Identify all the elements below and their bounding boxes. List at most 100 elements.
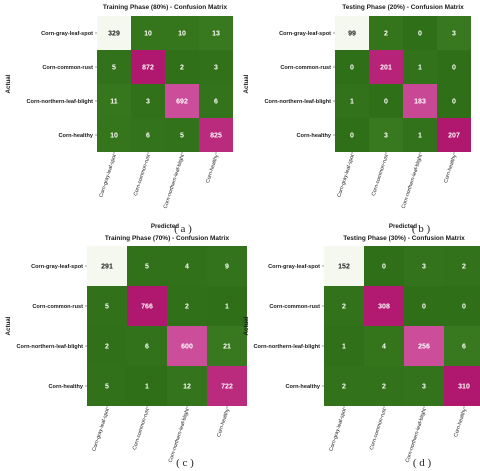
row-tick-label: Corn-healthy bbox=[49, 384, 84, 390]
row-tick-label: Corn-northern-leaf-blight bbox=[27, 99, 94, 105]
heatmap-cell bbox=[437, 118, 471, 152]
heatmap-cell bbox=[127, 366, 167, 406]
heatmap-cell bbox=[131, 50, 165, 84]
col-tick-label: Corn-northern-leaf-blight bbox=[168, 407, 191, 463]
heatmap-cell bbox=[437, 16, 471, 50]
cell-value-label: 201 bbox=[380, 65, 392, 72]
cell-value-label: 2 bbox=[180, 65, 184, 72]
heatmap-cell bbox=[165, 50, 199, 84]
y-axis-label: Actual bbox=[243, 316, 250, 335]
cell-value-label: 6 bbox=[145, 344, 149, 351]
heatmap-cell bbox=[127, 246, 167, 286]
cell-value-label: 600 bbox=[181, 344, 193, 351]
cell-value-label: 872 bbox=[142, 65, 154, 72]
heatmap-cell bbox=[364, 366, 404, 406]
heatmap-cell bbox=[131, 16, 165, 50]
cell-value-label: 722 bbox=[221, 384, 233, 391]
heatmap-cell bbox=[167, 326, 207, 366]
chart-title: Testing Phase (20%) - Confusion Matrix bbox=[342, 4, 464, 11]
col-tick-label: Corn-gray-leaf-spot bbox=[336, 153, 356, 198]
cell-value-label: 1 bbox=[418, 133, 422, 140]
cell-value-label: 9 bbox=[225, 264, 229, 271]
confusion-matrix-panel: Testing Phase (20%) - Confusion Matrix 99… bbox=[243, 4, 471, 235]
heatmap-cell bbox=[437, 84, 471, 118]
row-tick-label: Corn-gray-leaf-spot bbox=[268, 264, 320, 270]
y-axis-label: Actual bbox=[243, 74, 250, 93]
cell-value-label: 207 bbox=[448, 133, 460, 140]
heatmap-cell bbox=[87, 326, 127, 366]
heatmap-cell bbox=[165, 16, 199, 50]
heatmap-cell bbox=[403, 50, 437, 84]
cell-value-label: 0 bbox=[452, 65, 456, 72]
heatmap-cell bbox=[364, 246, 404, 286]
col-tick-label: Corn-northern-leaf-blight bbox=[405, 407, 428, 463]
heatmap-cell bbox=[335, 50, 369, 84]
heatmap-cell bbox=[207, 326, 247, 366]
cell-value-label: 0 bbox=[382, 264, 386, 271]
row-tick-label: Corn-common-rust bbox=[269, 304, 320, 310]
heatmap-cell bbox=[404, 326, 444, 366]
y-axis-label: Actual bbox=[5, 316, 12, 335]
cell-value-label: 1 bbox=[225, 304, 229, 311]
heatmap-cell bbox=[199, 118, 233, 152]
cell-value-label: 1 bbox=[342, 344, 346, 351]
cell-value-label: 4 bbox=[185, 264, 189, 271]
cell-value-label: 310 bbox=[458, 384, 470, 391]
heatmap-cell bbox=[127, 286, 167, 326]
cell-value-label: 183 bbox=[414, 99, 426, 106]
row-tick-label: Corn-healthy bbox=[286, 384, 321, 390]
confusion-matrix-panel: Testing Phase (30%) - Confusion Matrix 15… bbox=[243, 235, 480, 469]
row-tick-label: Corn-common-rust bbox=[42, 65, 93, 71]
heatmap-cell bbox=[324, 366, 364, 406]
heatmap-cell bbox=[165, 118, 199, 152]
cell-value-label: 5 bbox=[112, 65, 116, 72]
heatmap-cell bbox=[324, 246, 364, 286]
row-tick-label: Corn-northern-leaf-blight bbox=[265, 99, 332, 105]
cell-value-label: 2 bbox=[384, 31, 388, 38]
x-axis-label: Predicted bbox=[151, 223, 179, 230]
row-tick-label: Corn-northern-leaf-blight bbox=[254, 344, 321, 350]
heatmap-cell bbox=[437, 50, 471, 84]
figure-caption: ( d ) bbox=[413, 457, 432, 469]
heatmap-cell bbox=[335, 16, 369, 50]
heatmap-cell bbox=[403, 84, 437, 118]
cell-value-label: 0 bbox=[452, 99, 456, 106]
heatmap-cell bbox=[364, 286, 404, 326]
cell-value-label: 3 bbox=[422, 264, 426, 271]
col-tick-label: Corn-common-rust bbox=[369, 407, 388, 451]
cell-value-label: 2 bbox=[382, 384, 386, 391]
cell-value-label: 0 bbox=[418, 31, 422, 38]
chart-title: Training Phase (80%) - Confusion Matrix bbox=[103, 4, 228, 11]
cell-value-label: 5 bbox=[105, 304, 109, 311]
heatmap-cell bbox=[167, 246, 207, 286]
cell-value-label: 1 bbox=[350, 99, 354, 106]
heatmap-cell bbox=[87, 246, 127, 286]
cell-value-label: 3 bbox=[214, 65, 218, 72]
row-tick-label: Corn-common-rust bbox=[32, 304, 83, 310]
cell-value-label: 3 bbox=[422, 384, 426, 391]
heatmap-cell bbox=[199, 84, 233, 118]
figure-caption: ( b ) bbox=[412, 223, 431, 235]
chart-title: Training Phase (70%) - Confusion Matrix bbox=[105, 235, 230, 242]
cell-value-label: 21 bbox=[223, 344, 231, 351]
col-tick-label: Corn-gray-leaf-spot bbox=[91, 407, 111, 452]
cell-value-label: 3 bbox=[146, 99, 150, 106]
heatmap-cell bbox=[404, 286, 444, 326]
cell-value-label: 3 bbox=[384, 133, 388, 140]
cell-value-label: 99 bbox=[348, 31, 356, 38]
row-tick-label: Corn-gray-leaf-spot bbox=[279, 31, 331, 37]
cell-value-label: 256 bbox=[418, 344, 430, 351]
cell-value-label: 5 bbox=[145, 264, 149, 271]
cell-value-label: 5 bbox=[105, 384, 109, 391]
cell-value-label: 0 bbox=[462, 304, 466, 311]
heatmap-cell bbox=[199, 50, 233, 84]
heatmap-cell bbox=[131, 118, 165, 152]
heatmap-cell bbox=[444, 246, 480, 286]
col-tick-label: Corn-healthy bbox=[453, 407, 468, 437]
heatmap-cell bbox=[207, 246, 247, 286]
heatmap-cell bbox=[165, 84, 199, 118]
cell-value-label: 0 bbox=[350, 65, 354, 72]
cell-value-label: 825 bbox=[210, 133, 222, 140]
col-tick-label: Corn-gray-leaf-spot bbox=[98, 153, 118, 198]
